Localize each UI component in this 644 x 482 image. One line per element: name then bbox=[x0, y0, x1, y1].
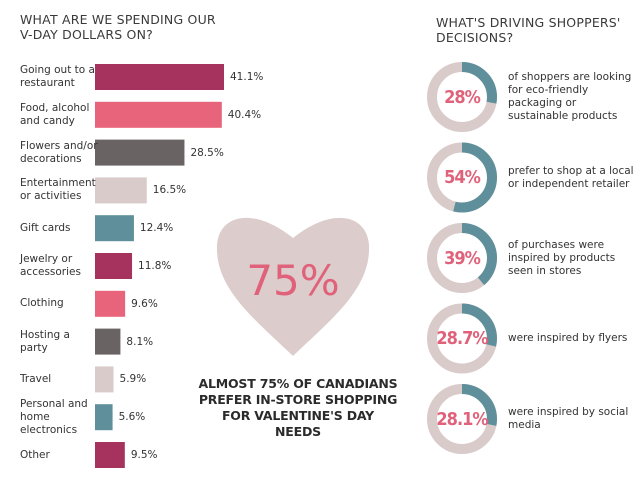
donut-description: of shoppers are looking for eco-friendly… bbox=[508, 71, 632, 122]
category-label: Other bbox=[20, 448, 50, 461]
bar-title: WHAT ARE WE SPENDING OUR V-DAY DOLLARS O… bbox=[20, 12, 216, 42]
heart-value: 75% bbox=[246, 256, 340, 305]
value-label: 9.5% bbox=[130, 449, 158, 461]
donut-arc bbox=[427, 384, 497, 454]
category-label: Travel bbox=[20, 372, 52, 385]
category-label: Going out to a restaurant bbox=[20, 64, 95, 89]
donut-description: of purchases were inspired by products s… bbox=[508, 238, 616, 277]
bar bbox=[95, 177, 147, 204]
bar bbox=[95, 290, 126, 317]
donut-value: 28.1% bbox=[436, 408, 488, 430]
heart bbox=[216, 217, 370, 356]
value-label: 5.9% bbox=[119, 373, 147, 386]
donut-description: were inspired by social media bbox=[508, 406, 629, 431]
donut-description: were inspired by flyers bbox=[508, 332, 628, 344]
category-label: Jewelry or accessories bbox=[20, 253, 81, 278]
bar bbox=[95, 366, 114, 393]
heart-caption: ALMOST 75% OF CANADIANS PREFER IN-STORE … bbox=[198, 376, 398, 439]
donut-description: prefer to shop at a local or independent… bbox=[508, 164, 634, 190]
donut-value: 54% bbox=[444, 167, 481, 188]
value-label: 40.4% bbox=[227, 108, 262, 121]
bar bbox=[95, 64, 224, 90]
bar bbox=[95, 328, 121, 355]
value-label: 12.4% bbox=[139, 222, 174, 235]
category-label: Food, alcohol and candy bbox=[20, 101, 90, 127]
value-label: 16.5% bbox=[152, 184, 187, 197]
value-label: 41.1% bbox=[230, 71, 264, 83]
category-label: Hosting a party bbox=[20, 328, 70, 354]
donut-value: 28.7% bbox=[436, 328, 488, 349]
category-label: Personal and home electronics bbox=[20, 397, 88, 436]
donut-value: 39% bbox=[444, 247, 481, 269]
bar bbox=[95, 215, 134, 242]
value-label: 5.6% bbox=[118, 411, 146, 424]
value-label: 11.8% bbox=[138, 260, 172, 272]
value-label: 9.6% bbox=[131, 297, 158, 310]
donut-arc bbox=[427, 223, 497, 293]
donut-arc bbox=[427, 303, 497, 374]
donut-title: WHAT'S DRIVING SHOPPERS' DECISIONS? bbox=[436, 15, 621, 45]
bar bbox=[95, 253, 133, 279]
bar bbox=[95, 101, 222, 128]
category-label: Gift cards bbox=[20, 221, 71, 234]
donut-arc bbox=[427, 142, 497, 213]
category-label: Entertainment or activities bbox=[20, 177, 96, 203]
value-label: 28.5% bbox=[190, 146, 224, 159]
bar bbox=[95, 139, 185, 166]
category-label: Flowers and/or decorations bbox=[20, 139, 98, 165]
bar bbox=[95, 442, 125, 468]
category-label: Clothing bbox=[20, 297, 64, 310]
donut-arc bbox=[427, 62, 497, 132]
value-label: 8.1% bbox=[126, 335, 154, 348]
donut-value: 28% bbox=[444, 86, 481, 108]
bar bbox=[95, 404, 113, 431]
